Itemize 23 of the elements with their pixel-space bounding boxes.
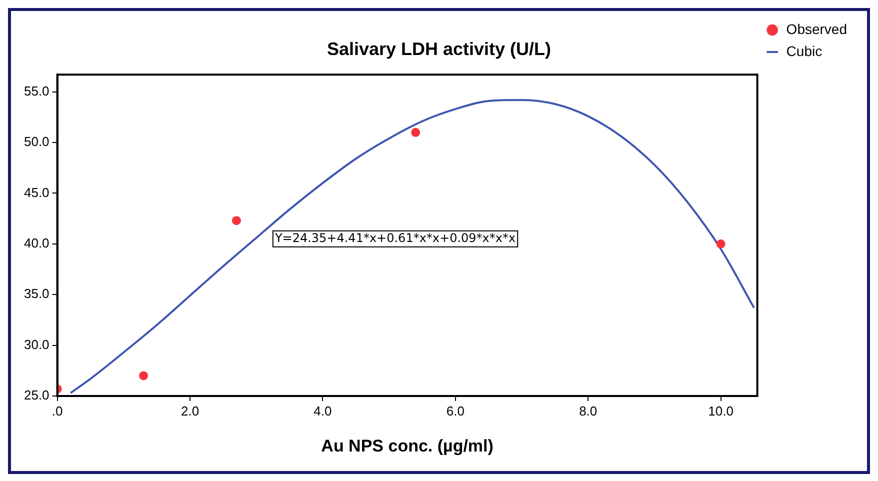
y-tick-label: 35.0 [24, 286, 50, 302]
y-tick-label: 45.0 [24, 184, 50, 200]
chart-title: Salivary LDH activity (U/L) [326, 38, 552, 59]
legend-label: Observed [786, 20, 848, 37]
x-tick-label: 4.0 [314, 403, 332, 418]
point [232, 216, 241, 226]
annotation: Y=24.35+4.41*x+0.61*x*x+0.09*x*x*x [274, 230, 516, 245]
y-tick-label: 40.0 [24, 235, 50, 250]
y-tick-label: 30.0 [24, 336, 50, 352]
point [716, 239, 726, 248]
point [411, 128, 420, 137]
y-tick-label: 25.0 [24, 388, 50, 403]
x-tick-label: 10.0 [708, 403, 734, 418]
y-tick-label: 55.0 [24, 83, 50, 98]
x-axis-title: Au NPS conc. (µg/ml) [321, 436, 494, 456]
x-tick-label: 2.0 [180, 403, 200, 418]
x-tick-label: 8.0 [579, 403, 598, 418]
line-series [70, 98, 755, 394]
x-tick-label: .0 [52, 403, 63, 418]
legend-label: Cubic [786, 42, 822, 59]
x-tick-label: 6.0 [446, 403, 464, 418]
y-tick-label: 50.0 [24, 134, 50, 150]
point [139, 371, 148, 380]
